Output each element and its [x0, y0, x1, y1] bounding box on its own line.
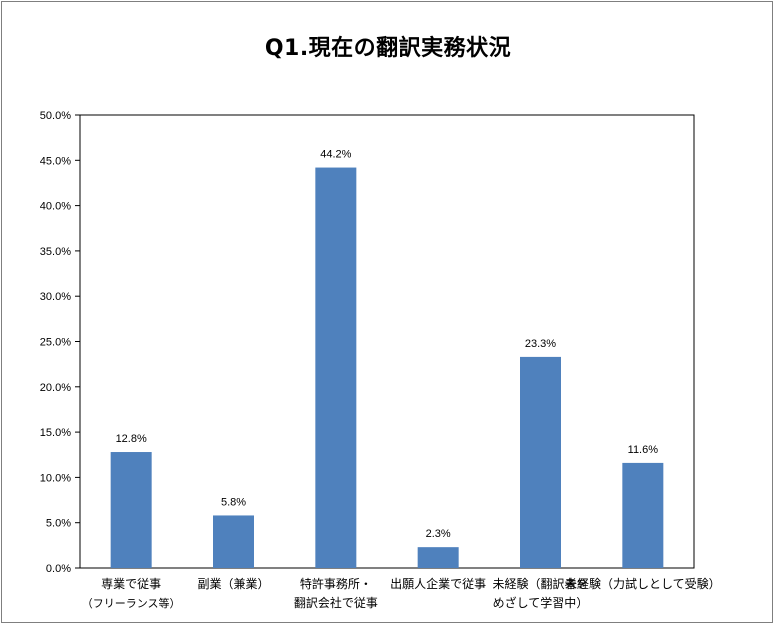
x-tick-label-line: 専業で従事 [101, 577, 161, 591]
y-tick-label: 10.0% [40, 472, 71, 484]
chart-title: Q1.現在の翻訳実務状況 [264, 36, 512, 61]
y-tick-label: 5.0% [46, 518, 71, 530]
x-tick-label-line: 出願人企業で従事 [390, 576, 486, 591]
x-tick-label: 未経験（翻訳者をめざして学習中） [492, 576, 588, 610]
x-tick-label-line: 副業（兼業） [197, 577, 269, 591]
x-tick-label-line: めざして学習中） [493, 595, 589, 610]
data-label: 2.3% [426, 528, 451, 540]
bars: 12.8% 5.8% 44.2% 2.3% 23.3% 11.6% [110, 149, 664, 568]
x-tick-label-line: 特許事務所・ [300, 576, 372, 591]
bar [110, 452, 152, 568]
x-tick-label-line: （フリーランス等） [82, 596, 181, 610]
bar [315, 167, 357, 568]
x-tick-label: 副業（兼業） [197, 577, 269, 591]
x-tick-label-line: 翻訳会社で従事 [294, 595, 378, 610]
y-axis: 0.0% 5.0% 10.0% 15.0% 20.0% 25.0% 30.0% 35.0% 40… [40, 110, 80, 575]
data-label: 44.2% [320, 149, 351, 161]
y-tick-label: 50.0% [40, 110, 71, 122]
x-tick-label-line: 未経験（翻訳者を [492, 576, 588, 591]
data-label: 5.8% [221, 496, 246, 508]
data-label: 12.8% [116, 433, 147, 445]
bar [213, 515, 254, 568]
y-tick-label: 25.0% [40, 337, 71, 349]
x-tick-label: 特許事務所・翻訳会社で従事 [294, 576, 378, 610]
bar [520, 356, 561, 568]
data-label: 11.6% [628, 444, 659, 456]
bar [622, 462, 664, 568]
x-tick-label: 専業で従事 （フリーランス等） [82, 577, 181, 610]
y-tick-label: 30.0% [40, 291, 71, 303]
data-label: 23.3% [525, 338, 556, 350]
y-tick-label: 40.0% [40, 201, 71, 213]
y-tick-label: 35.0% [40, 246, 71, 258]
y-tick-label: 0.0% [46, 563, 71, 575]
y-tick-label: 20.0% [40, 382, 71, 394]
x-tick-label: 出願人企業で従事 [390, 576, 486, 591]
bar [417, 547, 459, 568]
plot-area [79, 114, 695, 569]
x-tick-label: 未経験（力試しとして受験） [565, 576, 721, 591]
y-tick-label: 45.0% [40, 155, 71, 167]
x-tick-label-line: 未経験（力試しとして受験） [565, 576, 721, 591]
x-axis: 専業で従事 （フリーランス等） 副業（兼業） 特許事務所・翻訳会社で従事出願人企業で従… [82, 576, 721, 610]
y-tick-label: 15.0% [40, 427, 71, 439]
